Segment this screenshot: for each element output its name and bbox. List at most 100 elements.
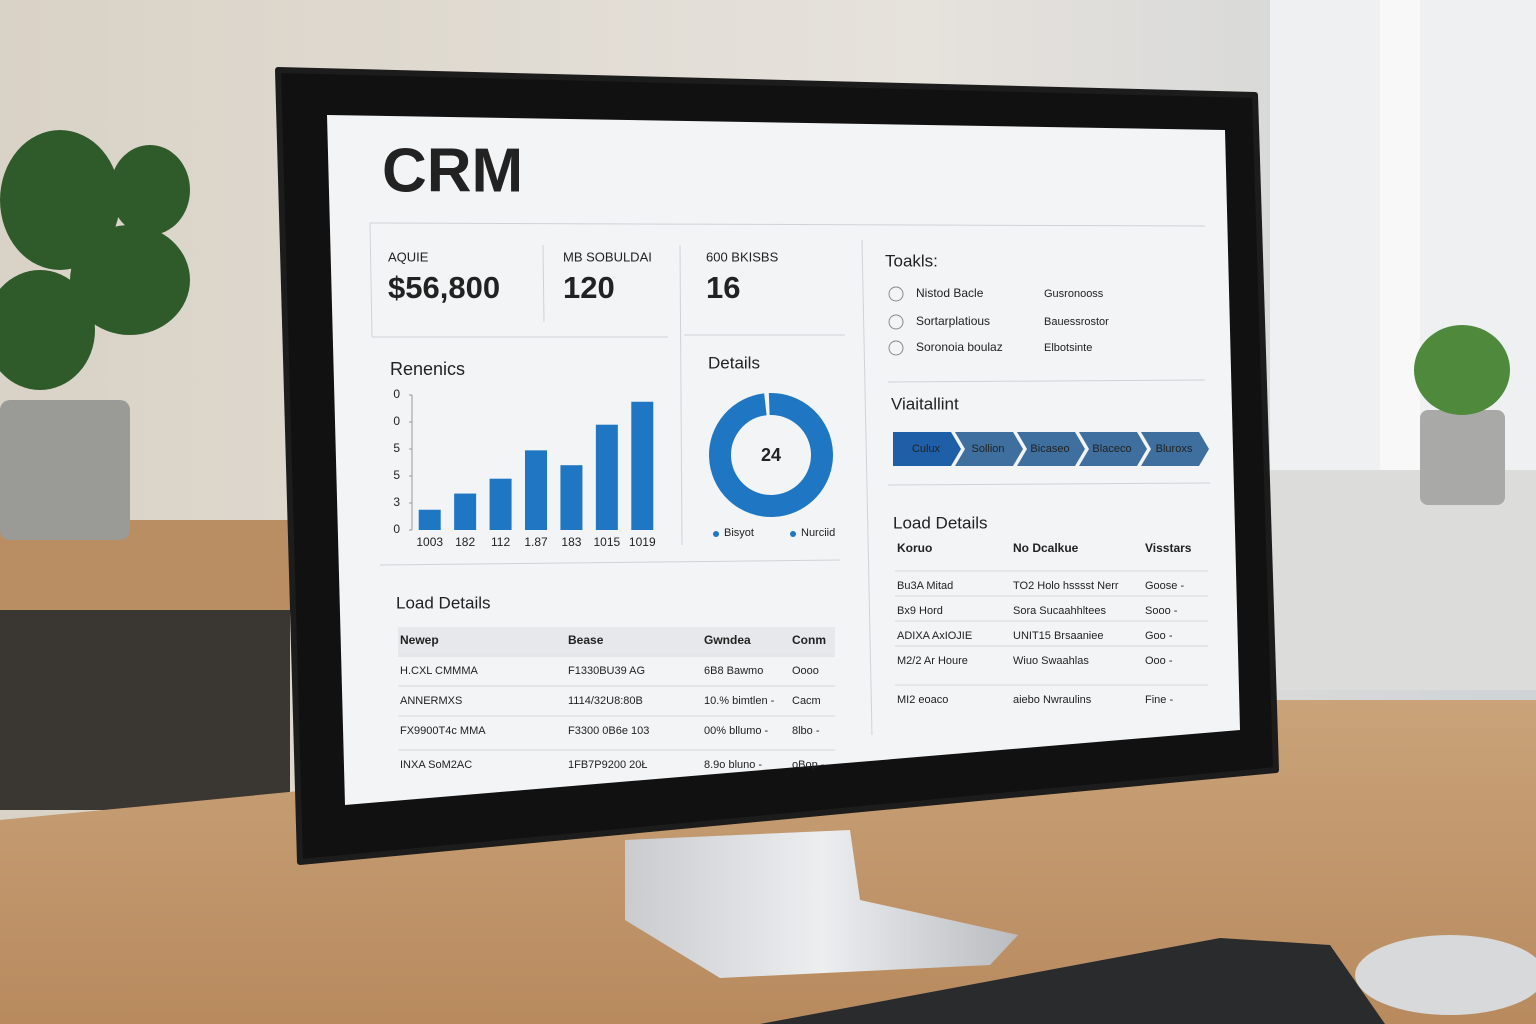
table-header: Koruo: [897, 541, 932, 555]
kpi-label: 600 BKISBS: [706, 249, 779, 264]
y-tick-label: 3: [393, 495, 400, 509]
chart-title: Renenics: [390, 359, 465, 379]
pipeline-step: [1017, 432, 1085, 466]
table-cell: F3300 0B6e 103: [568, 725, 649, 737]
table-cell: TO2 Holo hsssst Nerr: [1013, 580, 1119, 592]
y-tick-label: 5: [393, 441, 400, 455]
table-cell: 6B8 Bawmo: [704, 665, 763, 677]
y-tick-label: 5: [393, 468, 400, 482]
bar: [454, 493, 477, 530]
monitor-stand: [625, 830, 1018, 978]
table-title: Load Details: [396, 593, 491, 612]
table-cell: M2/2 Ar Houre: [897, 655, 968, 667]
bar: [631, 401, 654, 530]
table-header: Newep: [400, 633, 439, 647]
table-cell: Sooo -: [1145, 605, 1178, 617]
table-cell: 00% bllumo -: [704, 725, 769, 737]
chart-title: Details: [708, 353, 760, 372]
plant: [0, 130, 190, 390]
pipeline-label: Sollion: [971, 443, 1004, 455]
bar: [595, 424, 618, 530]
plant-pot: [0, 400, 130, 540]
task-detail: Elbotsinte: [1044, 342, 1092, 354]
divider: [887, 379, 1206, 383]
donut-ring: [709, 393, 833, 517]
table-cell: Oooo: [792, 665, 819, 677]
divider: [369, 222, 1206, 227]
x-tick-label: 1015: [594, 535, 621, 549]
table-cell: ANNERMXS: [400, 695, 462, 707]
table-header: Conm: [792, 633, 826, 647]
kpi-label: MB SOBULDAI: [563, 249, 652, 264]
legend-label: Bisyot: [724, 527, 754, 539]
legend-dot: [713, 531, 719, 537]
kpi-value: $56,800: [388, 270, 500, 305]
task-name: Nistod Bacle: [916, 286, 984, 300]
bar: [525, 450, 547, 530]
legend-dot: [790, 531, 796, 537]
table-cell: oBop -: [792, 759, 825, 771]
pipeline-step: [955, 432, 1023, 466]
divider: [369, 222, 373, 338]
x-tick-label: 1.87: [524, 535, 548, 549]
pipeline-label: Bicaseo: [1030, 443, 1069, 455]
table-header-bg: [398, 627, 835, 655]
task-detail: Bauessrostor: [1044, 316, 1109, 328]
task-check: [888, 286, 904, 302]
pipeline-step: [893, 432, 961, 466]
x-tick-label: 112: [491, 535, 510, 549]
table-cell: Goose -: [1145, 580, 1184, 592]
table-cell: Bu3A Mitad: [897, 580, 953, 592]
cabinet: [0, 610, 290, 810]
table-cell: aiebo Nwraulins: [1013, 694, 1092, 706]
table-header: Visstars: [1145, 541, 1192, 555]
x-tick-label: 182: [455, 535, 475, 549]
divider: [379, 559, 841, 566]
task-name: Soronoia boulaz: [916, 340, 1003, 354]
pipeline-step: [1079, 432, 1147, 466]
divider: [679, 244, 683, 546]
table-title: Load Details: [893, 513, 988, 532]
table-cell: 8.9o bluno -: [704, 759, 762, 771]
pipeline-label: Culux: [912, 443, 941, 455]
table-cell: Sora Sucaahhltees: [1013, 605, 1106, 617]
table-cell: Bx9 Hord: [897, 605, 943, 617]
donut-center: 24: [761, 445, 781, 465]
table-cell: 1114/32U8:80B: [568, 695, 643, 707]
small-plant: [1414, 325, 1510, 415]
table-cell: 10.% bimtlen -: [704, 695, 775, 707]
window-sill: [1270, 470, 1536, 690]
window-frame: [1380, 0, 1420, 470]
y-tick-label: 0: [393, 387, 400, 401]
kpi-label: AQUIE: [388, 249, 429, 264]
pipeline-step: [1141, 432, 1209, 466]
x-tick-label: 1003: [416, 535, 443, 549]
table-cell: Cacm: [792, 695, 821, 707]
x-tick-label: 1019: [629, 535, 656, 549]
divider: [861, 239, 873, 736]
table-header: Bease: [568, 633, 604, 647]
small-pot: [1420, 410, 1505, 505]
mouse: [1355, 935, 1536, 1015]
divider: [542, 244, 545, 323]
table-header: No Dcalkue: [1013, 541, 1079, 555]
y-tick-label: 0: [393, 522, 400, 536]
pipeline-label: Blaceco: [1092, 443, 1131, 455]
legend-label: Nurciid: [801, 527, 835, 539]
table-cell: Wiuo Swaahlas: [1013, 655, 1089, 667]
x-tick-label: 183: [561, 535, 581, 549]
bar: [418, 509, 441, 530]
table-cell: 1FB7P9200 20Ł: [568, 759, 648, 771]
task-detail: Gusronooss: [1044, 288, 1104, 300]
task-check: [888, 314, 904, 330]
bar: [489, 478, 512, 530]
table-cell: F1330BU39 AG: [568, 665, 645, 677]
table-cell: Ooo -: [1145, 655, 1173, 667]
table-cell: Goo -: [1145, 630, 1173, 642]
pipeline-title: Viaitallint: [891, 394, 959, 413]
kpi-value: 120: [563, 270, 615, 305]
table-cell: UNIT15 Brsaaniee: [1013, 630, 1104, 642]
pipeline-label: Bluroxs: [1156, 443, 1193, 455]
kpi-value: 16: [706, 270, 740, 305]
table-cell: H.CXL CMMMA: [400, 665, 478, 677]
